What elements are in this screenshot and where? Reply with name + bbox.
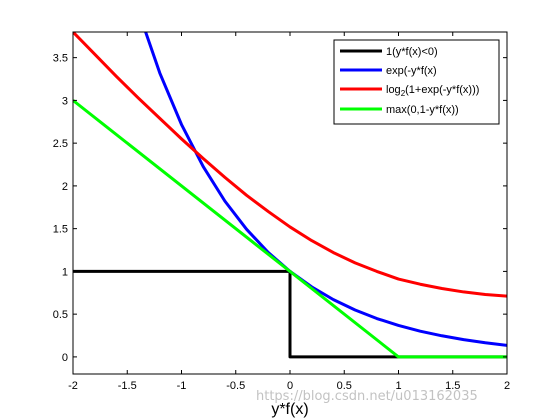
y-tick-label: 1 <box>62 266 68 278</box>
y-tick-label: 3.5 <box>53 53 68 65</box>
x-tick-label: 1.5 <box>445 380 460 392</box>
y-tick-label: 2.5 <box>53 138 68 150</box>
legend-label-indicator: 1(y*f(x)<0) <box>386 46 438 58</box>
legend-label-logistic-suffix: (1+exp(-y*f(x))) <box>405 84 479 96</box>
x-tick-label: 0.5 <box>337 380 352 392</box>
x-axis-label: y*f(x) <box>271 401 308 418</box>
x-tick-label: -0.5 <box>226 380 245 392</box>
y-tick-label: 3 <box>62 95 68 107</box>
legend: 1(y*f(x)<0) exp(-y*f(x) log2(1+exp(-y*f(… <box>333 39 500 125</box>
series-layer <box>73 32 507 359</box>
y-tick-label: 0.5 <box>53 309 68 321</box>
x-tick-label: -1 <box>177 380 187 392</box>
legend-label-logistic-prefix: log <box>386 84 401 96</box>
hinge-loss-line <box>73 99 507 359</box>
y-tick-label: 1.5 <box>53 224 68 236</box>
watermark: https://blog.csdn.net/u013162035 <box>256 389 478 404</box>
x-axis: -2 -1.5 -1 -0.5 0 0.5 1 1.5 2 <box>68 32 510 392</box>
legend-label-hinge: max(0,1-y*f(x)) <box>386 104 459 116</box>
x-tick-label: -2 <box>68 380 78 392</box>
y-tick-label: 2 <box>62 181 68 193</box>
x-tick-label: -1.5 <box>118 380 137 392</box>
x-tick-label: 2 <box>504 380 510 392</box>
y-axis: 0 0.5 1 1.5 2 2.5 3 3.5 <box>53 53 507 364</box>
logistic-loss-line <box>73 32 507 298</box>
x-tick-label: 0 <box>287 380 293 392</box>
y-tick-label: 0 <box>62 352 68 364</box>
legend-label-exp: exp(-y*f(x) <box>386 65 437 77</box>
x-tick-label: 1 <box>395 380 401 392</box>
legend-label-logistic-subscript: 2 <box>401 89 406 98</box>
legend-label-logistic: log2(1+exp(-y*f(x))) <box>386 84 479 98</box>
exponential-loss-line <box>144 32 507 347</box>
